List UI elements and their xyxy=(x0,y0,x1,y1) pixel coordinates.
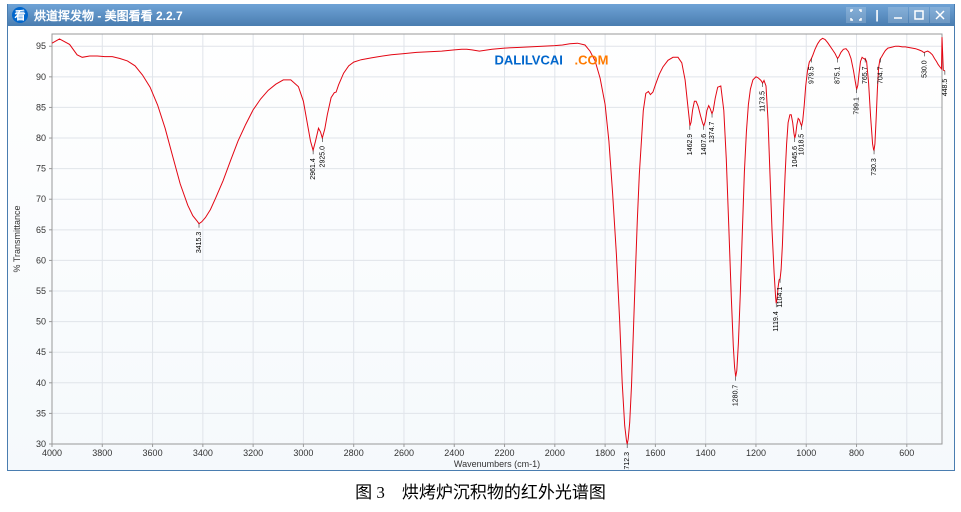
svg-text:50: 50 xyxy=(36,317,46,327)
svg-text:35: 35 xyxy=(36,408,46,418)
svg-text:1407.6: 1407.6 xyxy=(701,134,708,156)
svg-text:1119.4: 1119.4 xyxy=(773,311,780,331)
svg-text:979.5: 979.5 xyxy=(808,66,815,84)
svg-text:875.1: 875.1 xyxy=(835,66,842,84)
svg-text:448.5: 448.5 xyxy=(942,79,949,97)
svg-text:3400: 3400 xyxy=(193,448,213,458)
svg-text:2800: 2800 xyxy=(344,448,364,458)
svg-text:1462.9: 1462.9 xyxy=(687,134,694,156)
svg-text:Wavenumbers (cm-1): Wavenumbers (cm-1) xyxy=(454,459,540,469)
svg-text:85: 85 xyxy=(36,102,46,112)
svg-text:1200: 1200 xyxy=(746,448,766,458)
svg-text:530.0: 530.0 xyxy=(921,60,928,78)
fullscreen-icon[interactable] xyxy=(846,7,866,23)
minimize-icon[interactable] xyxy=(888,7,908,23)
svg-text:3800: 3800 xyxy=(92,448,112,458)
svg-text:1800: 1800 xyxy=(595,448,615,458)
svg-text:800: 800 xyxy=(849,448,864,458)
svg-text:65: 65 xyxy=(36,225,46,235)
svg-text:40: 40 xyxy=(36,378,46,388)
svg-text:2400: 2400 xyxy=(444,448,464,458)
svg-text:1104.1: 1104.1 xyxy=(777,287,784,308)
svg-text:1280.7: 1280.7 xyxy=(733,385,740,407)
svg-text:55: 55 xyxy=(36,286,46,296)
titlebar: 看 烘道挥发物 - 美图看看 2.2.7 | xyxy=(8,4,954,26)
svg-text:1173.5: 1173.5 xyxy=(760,91,767,112)
svg-text:730.3: 730.3 xyxy=(871,158,878,176)
svg-text:799.1: 799.1 xyxy=(854,97,861,115)
svg-text:70: 70 xyxy=(36,194,46,204)
svg-text:600: 600 xyxy=(899,448,914,458)
svg-text:% Transmittance: % Transmittance xyxy=(12,205,22,272)
maximize-icon[interactable] xyxy=(909,7,929,23)
svg-text:80: 80 xyxy=(36,133,46,143)
svg-text:2200: 2200 xyxy=(495,448,515,458)
svg-text:45: 45 xyxy=(36,347,46,357)
svg-text:1600: 1600 xyxy=(645,448,665,458)
plot-area: 3035404550556065707580859095400038003600… xyxy=(8,26,954,470)
svg-text:1018.5: 1018.5 xyxy=(799,134,806,156)
svg-text:95: 95 xyxy=(36,41,46,51)
figure-caption: 图 3 烘烤炉沉积物的红外光谱图 xyxy=(0,478,961,503)
svg-text:1400: 1400 xyxy=(696,448,716,458)
divider-icon: | xyxy=(867,7,887,23)
ir-spectrum-chart: 3035404550556065707580859095400038003600… xyxy=(8,26,954,470)
svg-text:4000: 4000 xyxy=(42,448,62,458)
svg-text:3415.3: 3415.3 xyxy=(196,232,203,254)
svg-text:1000: 1000 xyxy=(796,448,816,458)
svg-text:765.7: 765.7 xyxy=(862,66,869,84)
svg-text:75: 75 xyxy=(36,164,46,174)
window-frame: 看 烘道挥发物 - 美图看看 2.2.7 | 30354045505560657… xyxy=(7,4,955,471)
svg-text:2000: 2000 xyxy=(545,448,565,458)
close-icon[interactable] xyxy=(930,7,950,23)
svg-text:1374.7: 1374.7 xyxy=(709,121,716,143)
svg-text:3200: 3200 xyxy=(243,448,263,458)
svg-text:3000: 3000 xyxy=(293,448,313,458)
svg-text:704.7: 704.7 xyxy=(877,66,884,84)
svg-text:3600: 3600 xyxy=(143,448,163,458)
svg-text:60: 60 xyxy=(36,255,46,265)
svg-text:2600: 2600 xyxy=(394,448,414,458)
svg-text:2961.4: 2961.4 xyxy=(310,158,317,180)
app-icon: 看 xyxy=(12,7,28,23)
svg-text:.COM: .COM xyxy=(574,53,608,68)
window-title: 烘道挥发物 - 美图看看 2.2.7 xyxy=(34,7,183,24)
svg-text:90: 90 xyxy=(36,72,46,82)
svg-text:1712.3: 1712.3 xyxy=(624,452,631,470)
svg-text:DALILVCAI: DALILVCAI xyxy=(494,53,562,68)
svg-text:2925.0: 2925.0 xyxy=(319,146,326,168)
